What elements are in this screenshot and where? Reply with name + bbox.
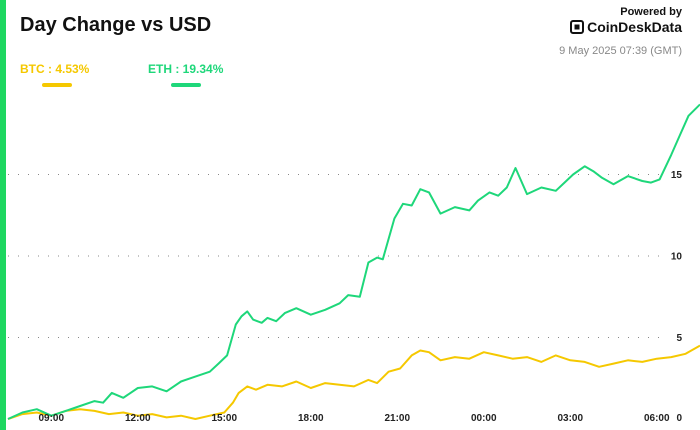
legend-eth-label: ETH : 19.34% [148,62,224,76]
tick-layer: 0 5 10 15 09:00 12:00 15:00 18:00 21:00 00:00 03:0… [38,170,682,424]
coindesk-logo-icon [570,20,585,34]
legend-eth-swatch [171,83,201,87]
chart-title: Day Change vs USD [20,14,212,36]
grid-layer [8,174,660,338]
legend-btc-swatch [42,83,72,87]
legend-btc-label: BTC : 4.53% [20,62,90,76]
left-accent-bar [0,0,6,430]
series-layer [7,103,700,420]
x-tick-label: 21:00 [384,413,410,424]
x-tick-label: 03:00 [557,413,583,424]
y-tick-label: 5 [676,333,682,344]
timestamp: 9 May 2025 07:39 (GMT) [559,45,682,57]
brand-row: CoinDeskData [570,19,682,35]
series-line-eth [7,103,700,420]
x-tick-label: 18:00 [298,413,324,424]
y-tick-label: 10 [671,252,683,263]
x-tick-label: 15:00 [211,413,237,424]
x-tick-label: 00:00 [471,413,497,424]
x-tick-label: 09:00 [38,413,64,424]
y-tick-label: 0 [676,413,682,424]
x-tick-label: 06:00 [644,413,670,424]
brand-block: Powered by CoinDeskData [570,6,682,35]
series-line-btc [7,344,700,420]
brand-name: CoinDeskData [587,19,682,35]
x-tick-label: 12:00 [125,413,151,424]
powered-by-label: Powered by [620,6,682,18]
y-tick-label: 15 [671,170,683,181]
